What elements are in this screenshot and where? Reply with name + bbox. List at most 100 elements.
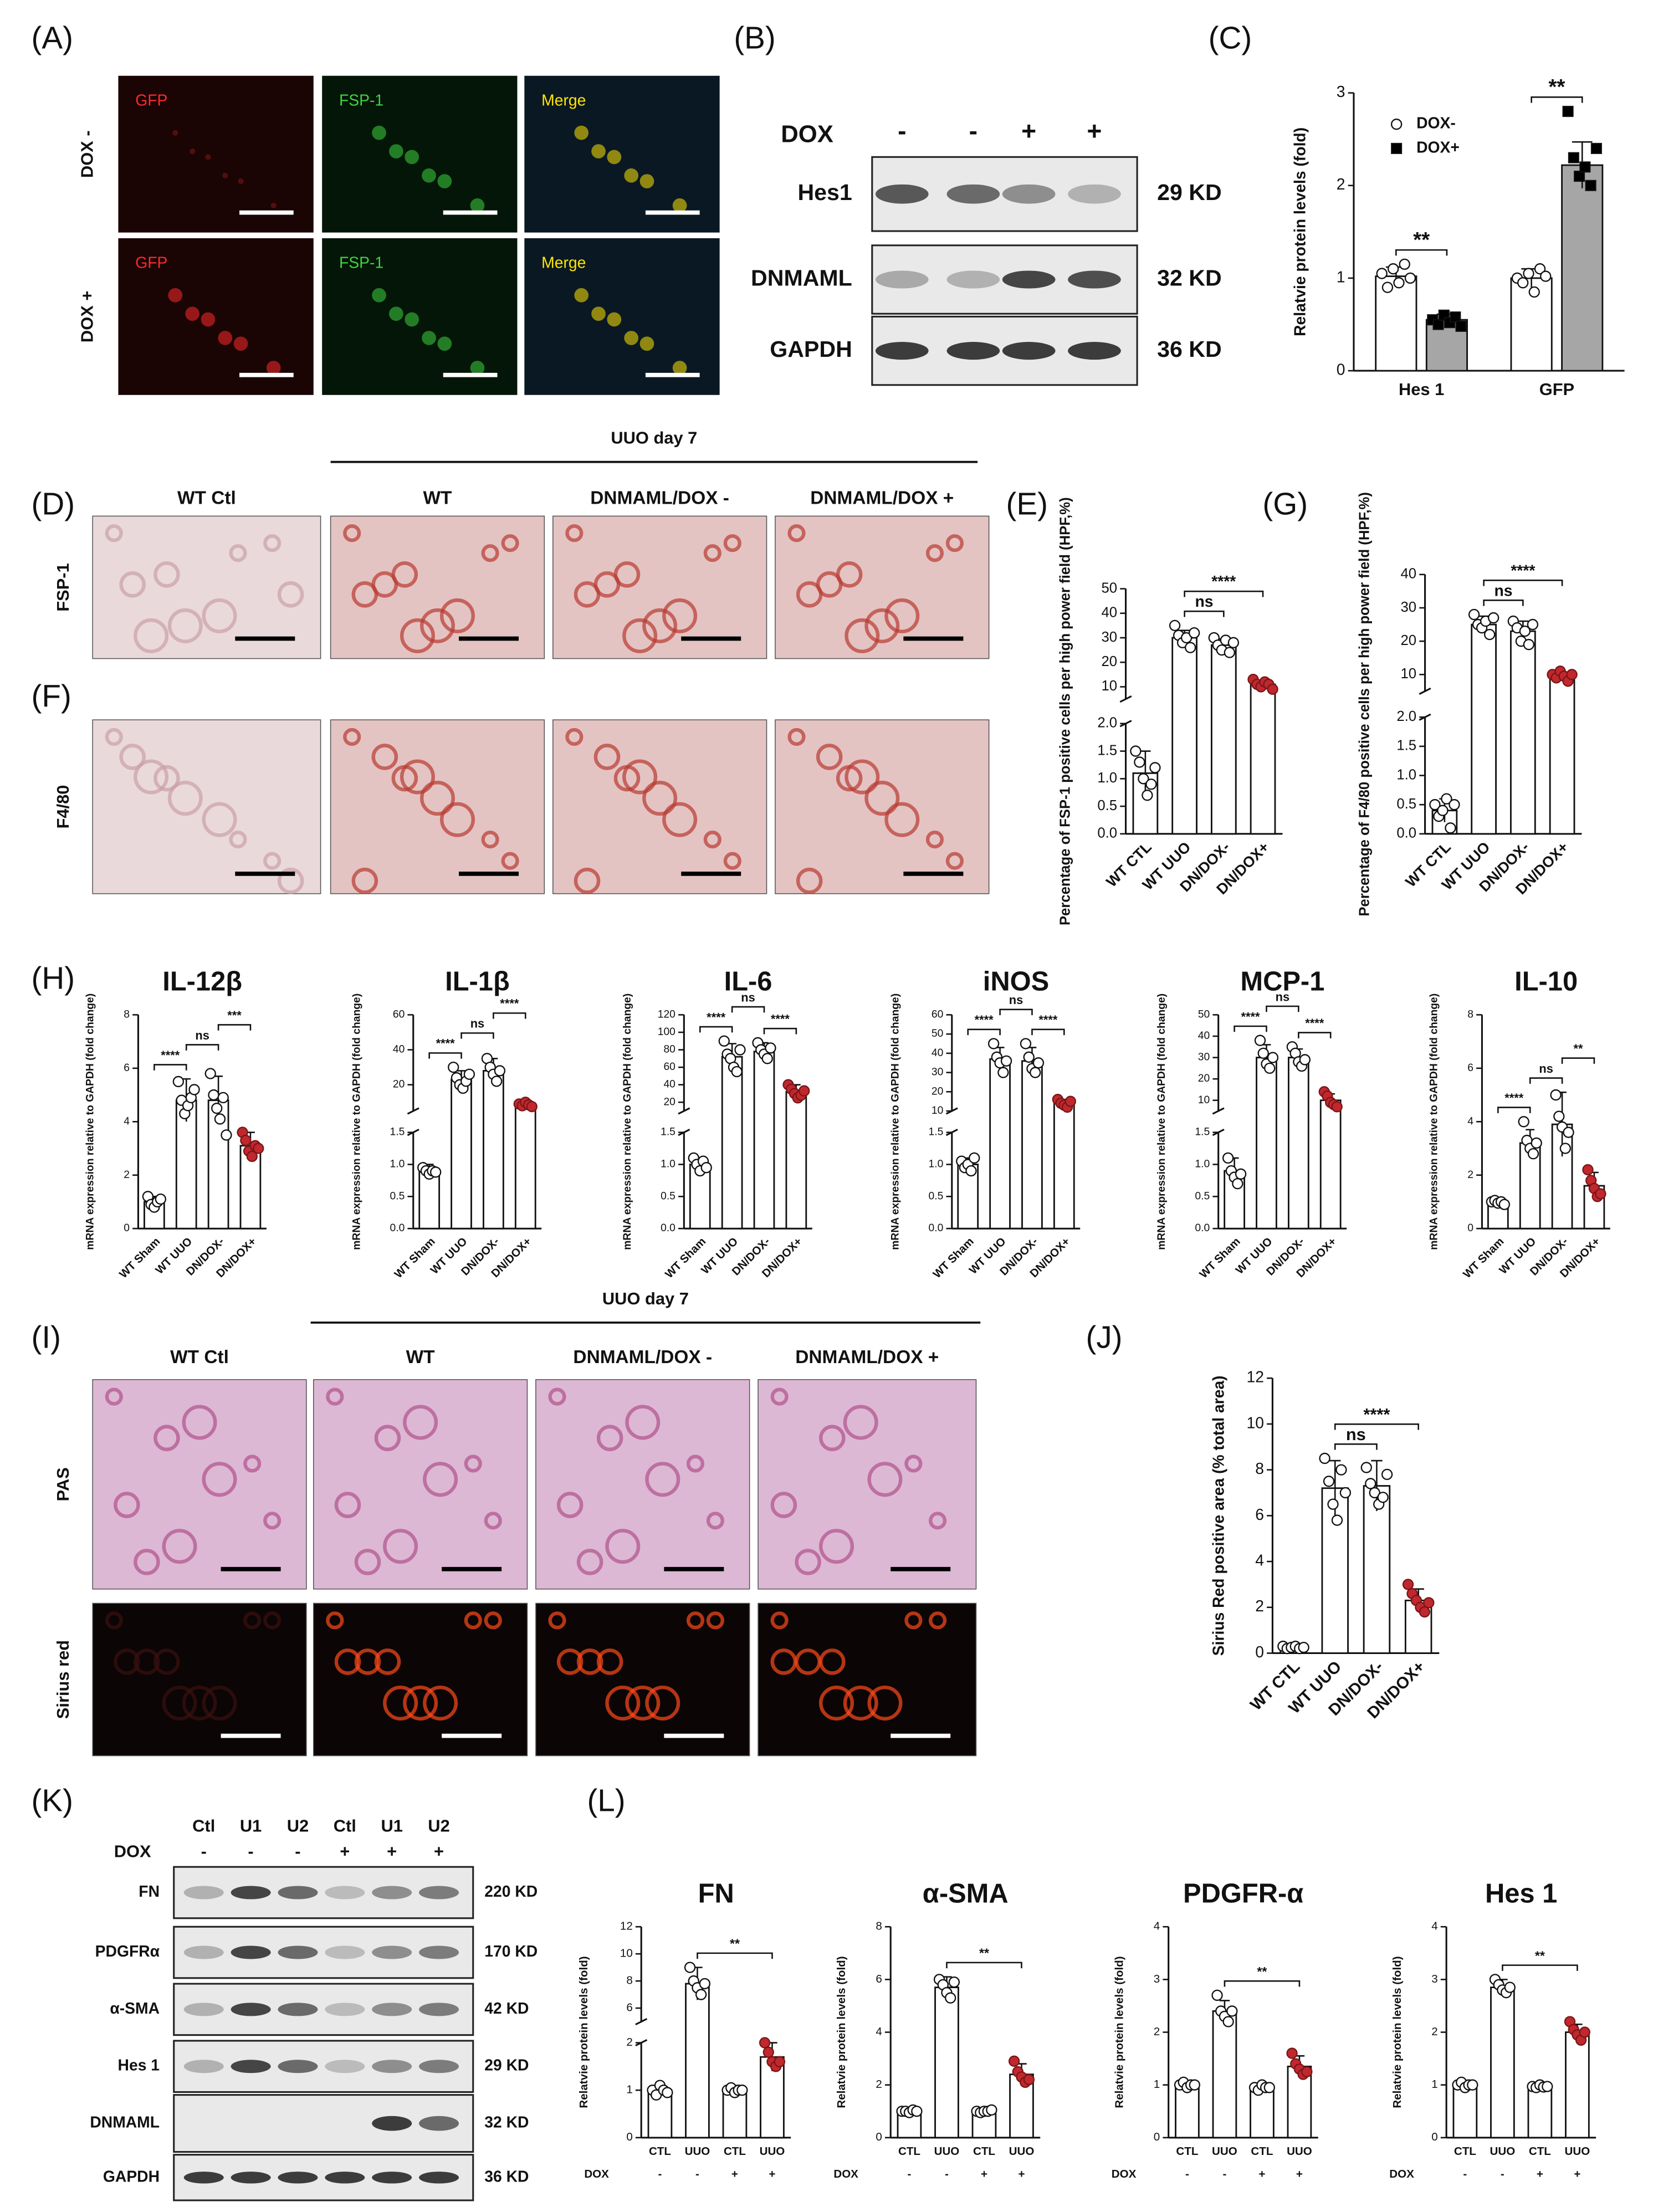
data-point	[1445, 822, 1456, 834]
y-tick-label: 2.0	[1097, 715, 1117, 731]
tissue-detail	[548, 1611, 566, 1630]
chart-title: PDGFR-α	[1183, 1879, 1303, 1909]
band-size: 32 KD	[484, 2113, 529, 2131]
y-tick-label: 100	[658, 1026, 675, 1038]
y-tick-label: 0.5	[1195, 1190, 1210, 1202]
chart-title: IL-10	[1514, 967, 1578, 997]
data-point	[1134, 756, 1145, 768]
data-point	[1232, 1177, 1243, 1190]
y-tick-label: 30	[932, 1067, 943, 1078]
x-tick-label: UUO	[1565, 2145, 1590, 2158]
y-tick-label: 0.5	[390, 1190, 405, 1202]
significance-bracket	[1483, 600, 1524, 606]
micrograph	[92, 719, 321, 894]
tissue-detail	[565, 524, 584, 542]
lane-label: -	[898, 116, 906, 145]
blot-band	[372, 2003, 412, 2016]
bar	[685, 1983, 710, 2139]
micrograph	[313, 1379, 528, 1590]
tissue-detail	[383, 1529, 418, 1564]
bar	[1363, 1485, 1391, 1654]
tissue-detail	[162, 1529, 197, 1564]
tissue-detail	[326, 1611, 344, 1630]
bar	[451, 1078, 472, 1230]
y-tick-label: 2	[1154, 2025, 1160, 2038]
y-tick-label: 0.0	[1396, 826, 1416, 841]
y-axis-label: Relatvie protein levels (fold)	[577, 1956, 590, 2108]
data-point	[1065, 1095, 1076, 1107]
x-tick-label: CTL	[1529, 2145, 1551, 2158]
y-tick-label: 0	[626, 2131, 632, 2143]
tissue-detail	[770, 1611, 789, 1630]
y-tick-label: 0.5	[929, 1190, 944, 1202]
blot-band	[278, 2060, 318, 2073]
tissue-detail	[351, 867, 378, 894]
dox-label: DOX	[114, 1842, 151, 1861]
stain-spot	[470, 198, 485, 213]
data-point	[734, 1044, 746, 1056]
data-point	[1180, 632, 1193, 644]
y-tick-label: 6	[626, 2001, 632, 2014]
significance-label: ****	[771, 1012, 790, 1026]
significance-bracket	[1561, 1057, 1595, 1064]
tissue-detail	[787, 524, 806, 542]
stain-spot	[624, 331, 639, 345]
data-point	[1523, 639, 1535, 651]
tissue-detail	[134, 759, 169, 795]
data-point	[1299, 1054, 1311, 1066]
tissue-detail	[867, 1685, 903, 1721]
bar	[1471, 623, 1497, 835]
tissue-detail	[645, 1462, 680, 1497]
tissue-detail	[645, 1685, 680, 1721]
blot-band	[231, 2060, 271, 2073]
y-tick-label: 1	[1154, 2078, 1160, 2091]
data-point	[731, 1066, 743, 1078]
panel-label: (K)	[32, 1783, 73, 1817]
significance-bracket	[1334, 1423, 1419, 1430]
x-tick-label: CTL	[724, 2145, 746, 2158]
y-tick-label: 0.0	[1195, 1222, 1210, 1234]
y-tick-label: 1.5	[1097, 743, 1117, 758]
y-tick-label: 8	[1255, 1460, 1264, 1477]
blot-band	[372, 2172, 412, 2184]
data-point	[1590, 142, 1602, 154]
tissue-detail	[326, 1387, 344, 1406]
y-tick-label: 1.5	[390, 1127, 405, 1138]
data-point	[1224, 647, 1236, 658]
dox-label: DOX	[781, 120, 833, 147]
tissue-detail	[263, 1611, 282, 1630]
band-size: 29 KD	[484, 2056, 529, 2074]
axis-break	[1419, 687, 1431, 695]
stain-spot	[222, 172, 228, 178]
y-tick-label: 6	[1255, 1506, 1264, 1523]
data-point	[1562, 106, 1574, 117]
tissue-detail	[576, 1549, 603, 1575]
significance-label: ****	[1211, 572, 1236, 590]
tissue-detail	[642, 608, 678, 643]
x-tick-label: GFP	[1539, 380, 1574, 399]
data-point	[1023, 2073, 1035, 2086]
tissue-detail	[884, 802, 920, 837]
y-tick-label: 4	[1255, 1552, 1264, 1569]
tissue-detail	[354, 1549, 381, 1575]
stain-spot	[672, 198, 687, 213]
tissue-detail	[243, 1455, 262, 1473]
data-point	[1365, 1478, 1376, 1489]
tissue-detail	[134, 1549, 160, 1575]
bar	[1549, 675, 1575, 835]
y-tick-label: 20	[1198, 1073, 1210, 1084]
data-point	[948, 1976, 960, 1988]
blot-band	[325, 2172, 365, 2184]
blot-band	[946, 342, 1000, 360]
y-tick-label: 40	[663, 1079, 675, 1090]
x-tick-label: UUO	[1009, 2145, 1035, 2158]
data-point	[1257, 1047, 1269, 1059]
tissue-detail	[605, 1685, 641, 1721]
tissue-detail	[723, 534, 741, 552]
bar	[1565, 2031, 1590, 2139]
band-name: FN	[139, 1882, 160, 1900]
significance-bracket	[217, 1024, 252, 1031]
band-size: 220 KD	[484, 1882, 538, 1900]
column-label: DNMAML/DOX -	[590, 488, 729, 508]
